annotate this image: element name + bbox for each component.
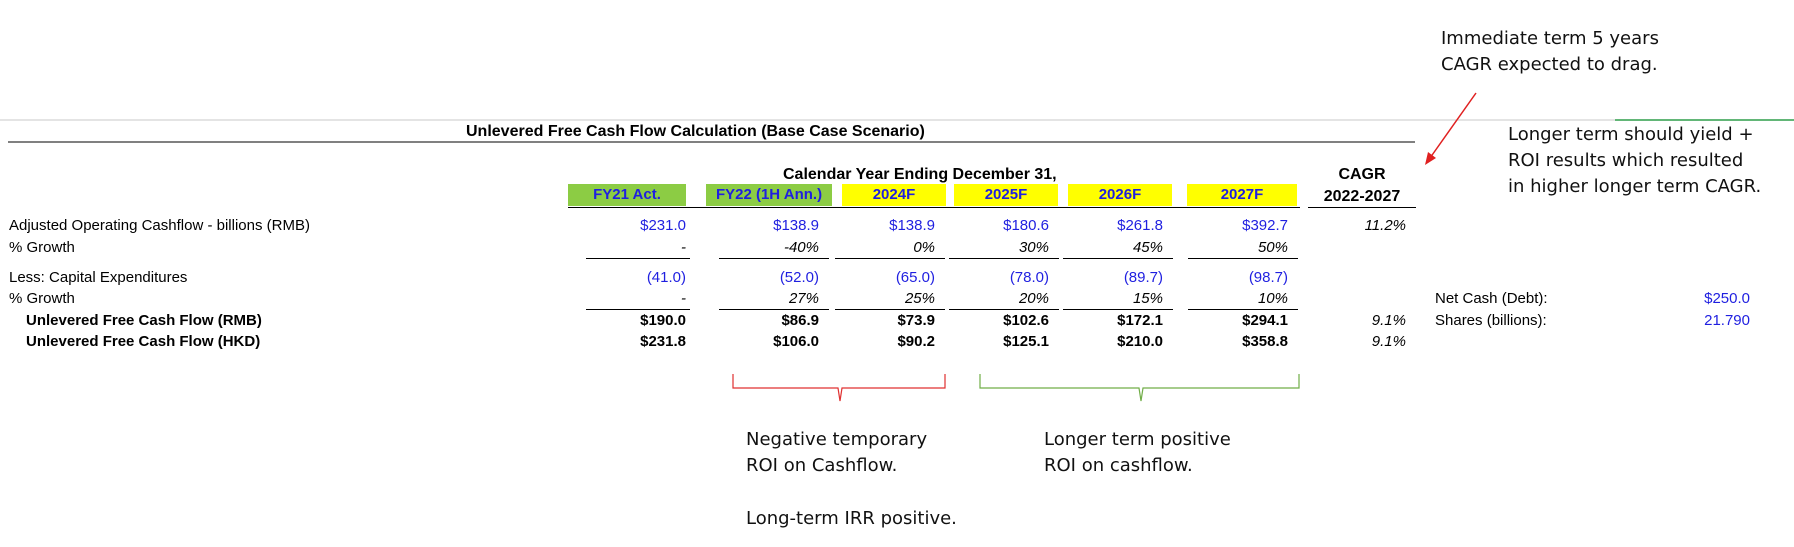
cagr-header-line: 2022-2027 bbox=[1323, 188, 1401, 205]
cell-underline bbox=[586, 258, 690, 259]
cell-underline bbox=[949, 309, 1059, 310]
column-header: 2024F bbox=[842, 184, 946, 206]
annotation-line: Negative temporary bbox=[746, 429, 928, 450]
shares-value: 21.790 bbox=[1704, 312, 1750, 329]
cell-underline bbox=[586, 309, 690, 310]
cell-capex-growth: 25% bbox=[904, 290, 935, 307]
red-brace bbox=[732, 374, 946, 402]
annotation-positive: Longer term positive ROI on cashflow. bbox=[1044, 427, 1231, 479]
annotation-irr: Long-term IRR positive. bbox=[746, 508, 957, 529]
cagr-header: CAGR 2022-2027 bbox=[1320, 166, 1404, 206]
cell-underline bbox=[1063, 309, 1173, 310]
annotation-negative: Negative temporary ROI on Cashflow. bbox=[746, 427, 927, 479]
cell-capex: (52.0) bbox=[779, 269, 819, 286]
cell-ocf: $231.0 bbox=[640, 217, 686, 234]
cell-ocf-growth: 50% bbox=[1257, 239, 1288, 256]
period-header: Calendar Year Ending December 31, bbox=[783, 166, 1057, 183]
cell-underline bbox=[719, 258, 829, 259]
cell-ufcf-hkd: $210.0 bbox=[1117, 333, 1163, 350]
cagr-header-underline bbox=[1308, 207, 1416, 208]
row-label-capex: Less: Capital Expenditures bbox=[9, 269, 188, 286]
annotation-line: Immediate term 5 years bbox=[1441, 28, 1659, 49]
row-label-ocf: Adjusted Operating Cashflow - billions (… bbox=[9, 217, 310, 234]
cell-ocf: $261.8 bbox=[1117, 217, 1163, 234]
cell-ufcf-hkd: $358.8 bbox=[1242, 333, 1288, 350]
cell-ocf-growth: -40% bbox=[783, 239, 819, 256]
cagr-header-line: CAGR bbox=[1338, 166, 1386, 183]
cell-ocf-growth: - bbox=[681, 239, 686, 256]
cell-underline bbox=[1188, 309, 1298, 310]
column-header: 2026F bbox=[1068, 184, 1172, 206]
net-cash-label: Net Cash (Debt): bbox=[1435, 290, 1548, 307]
cell-capex: (78.0) bbox=[1009, 269, 1049, 286]
annotation-line: Longer term should yield + bbox=[1508, 124, 1754, 145]
cell-ocf-growth: 30% bbox=[1018, 239, 1049, 256]
cell-capex: (89.7) bbox=[1123, 269, 1163, 286]
cell-ufcf-rmb: $73.9 bbox=[897, 312, 935, 329]
red-arrow bbox=[1425, 92, 1477, 165]
annotation-line: ROI on Cashflow. bbox=[746, 455, 898, 476]
cell-underline bbox=[835, 309, 945, 310]
cell-ufcf-hkd: $231.8 bbox=[640, 333, 686, 350]
cell-underline bbox=[949, 258, 1059, 259]
column-header: 2025F bbox=[954, 184, 1058, 206]
cell-capex-growth: 15% bbox=[1132, 290, 1163, 307]
row-label-capex-growth: % Growth bbox=[9, 290, 75, 307]
annotation-line: CAGR expected to drag. bbox=[1441, 54, 1658, 75]
row-label-ufcf-rmb: Unlevered Free Cash Flow (RMB) bbox=[26, 312, 262, 329]
cell-ocf: $138.9 bbox=[889, 217, 935, 234]
cell-underline bbox=[1063, 258, 1173, 259]
cell-capex-growth: 10% bbox=[1257, 290, 1288, 307]
column-header: FY22 (1H Ann.) bbox=[706, 184, 832, 206]
cell-capex: (98.7) bbox=[1248, 269, 1288, 286]
annotation-line: ROI on cashflow. bbox=[1044, 455, 1193, 476]
cell-underline bbox=[719, 309, 829, 310]
green-brace bbox=[979, 374, 1300, 402]
cell-ocf: $180.6 bbox=[1003, 217, 1049, 234]
cell-ocf: $392.7 bbox=[1242, 217, 1288, 234]
cell-capex: (41.0) bbox=[646, 269, 686, 286]
net-cash-value: $250.0 bbox=[1704, 290, 1750, 307]
column-header: 2027F bbox=[1187, 184, 1297, 206]
annotation-line: ROI results which resulted bbox=[1508, 150, 1744, 171]
cell-capex: (65.0) bbox=[895, 269, 935, 286]
cell-capex-growth: - bbox=[681, 290, 686, 307]
cell-ufcf-rmb: $102.6 bbox=[1003, 312, 1049, 329]
row-label-ocf-growth: % Growth bbox=[9, 239, 75, 256]
cell-ufcf-rmb: $190.0 bbox=[640, 312, 686, 329]
cell-ufcf-hkd: $106.0 bbox=[773, 333, 819, 350]
cell-ufcf-rmb: $86.9 bbox=[781, 312, 819, 329]
cell-underline bbox=[1188, 258, 1298, 259]
cagr-ocf: 11.2% bbox=[1364, 217, 1406, 234]
cell-ufcf-rmb: $294.1 bbox=[1242, 312, 1288, 329]
column-header: FY21 Act. bbox=[568, 184, 686, 206]
cagr-ufcf-hkd: 9.1% bbox=[1371, 333, 1406, 350]
column-header-underline bbox=[568, 207, 1300, 208]
annotation-line: in higher longer term CAGR. bbox=[1508, 176, 1762, 197]
cell-ocf-growth: 45% bbox=[1132, 239, 1163, 256]
cagr-ufcf-rmb: 9.1% bbox=[1371, 312, 1406, 329]
cell-ocf: $138.9 bbox=[773, 217, 819, 234]
cell-underline bbox=[835, 258, 945, 259]
annotation-line: Longer term positive bbox=[1044, 429, 1231, 450]
shares-label: Shares (billions): bbox=[1435, 312, 1547, 329]
annotation-top-right: Immediate term 5 years CAGR expected to … bbox=[1441, 26, 1659, 78]
cell-capex-growth: 27% bbox=[788, 290, 819, 307]
cell-ufcf-rmb: $172.1 bbox=[1117, 312, 1163, 329]
annotation-right: Longer term should yield + ROI results w… bbox=[1508, 122, 1761, 200]
row-label-ufcf-hkd: Unlevered Free Cash Flow (HKD) bbox=[26, 333, 261, 350]
cell-ufcf-hkd: $90.2 bbox=[897, 333, 935, 350]
sheet-title: Unlevered Free Cash Flow Calculation (Ba… bbox=[466, 123, 925, 140]
cell-ocf-growth: 0% bbox=[913, 239, 935, 256]
cell-ufcf-hkd: $125.1 bbox=[1003, 333, 1049, 350]
cell-capex-growth: 20% bbox=[1018, 290, 1049, 307]
